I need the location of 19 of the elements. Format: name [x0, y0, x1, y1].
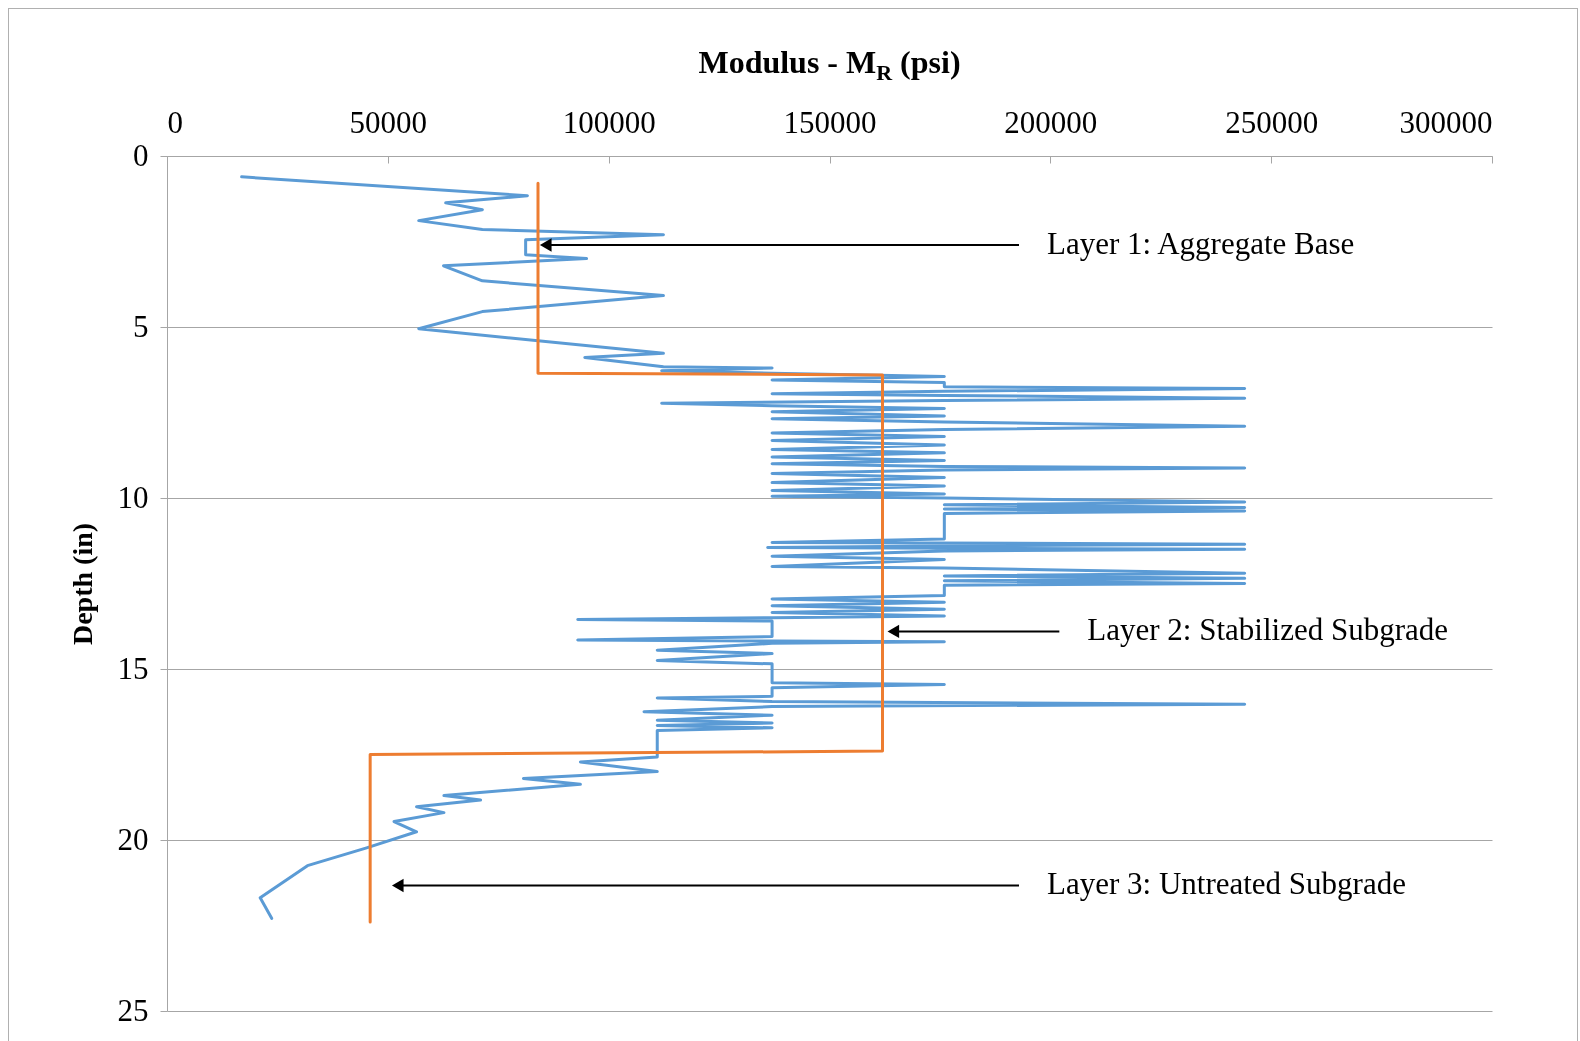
- y-tick-label: 5: [133, 308, 149, 344]
- x-tick-label: 200000: [1004, 104, 1098, 140]
- annotation: Layer 3: Untreated Subgrade: [1047, 866, 1406, 902]
- y-tick-label: 15: [117, 650, 149, 686]
- y-axis-title: Depth (in): [66, 522, 98, 646]
- x-tick-label: 0: [167, 104, 183, 140]
- x-tick-label: 250000: [1225, 104, 1319, 140]
- y-tick-label: 25: [117, 992, 149, 1028]
- line-series: [368, 181, 884, 924]
- x-tick-label: 50000: [349, 104, 428, 140]
- annotation: Layer 2: Stabilized Subgrade: [1087, 612, 1449, 648]
- y-tick-label: 20: [117, 821, 149, 857]
- annotation: Layer 1: Aggregate Base: [1047, 225, 1355, 261]
- x-tick-label: 100000: [562, 104, 656, 140]
- y-tick-label: 0: [133, 137, 149, 173]
- x-axis-title: Modulus - M$_{R}$ (psi): [697, 44, 962, 87]
- y-tick-label: 10: [117, 479, 149, 515]
- x-tick-label: 150000: [783, 104, 877, 140]
- x-tick-label: 300000: [1399, 104, 1493, 140]
